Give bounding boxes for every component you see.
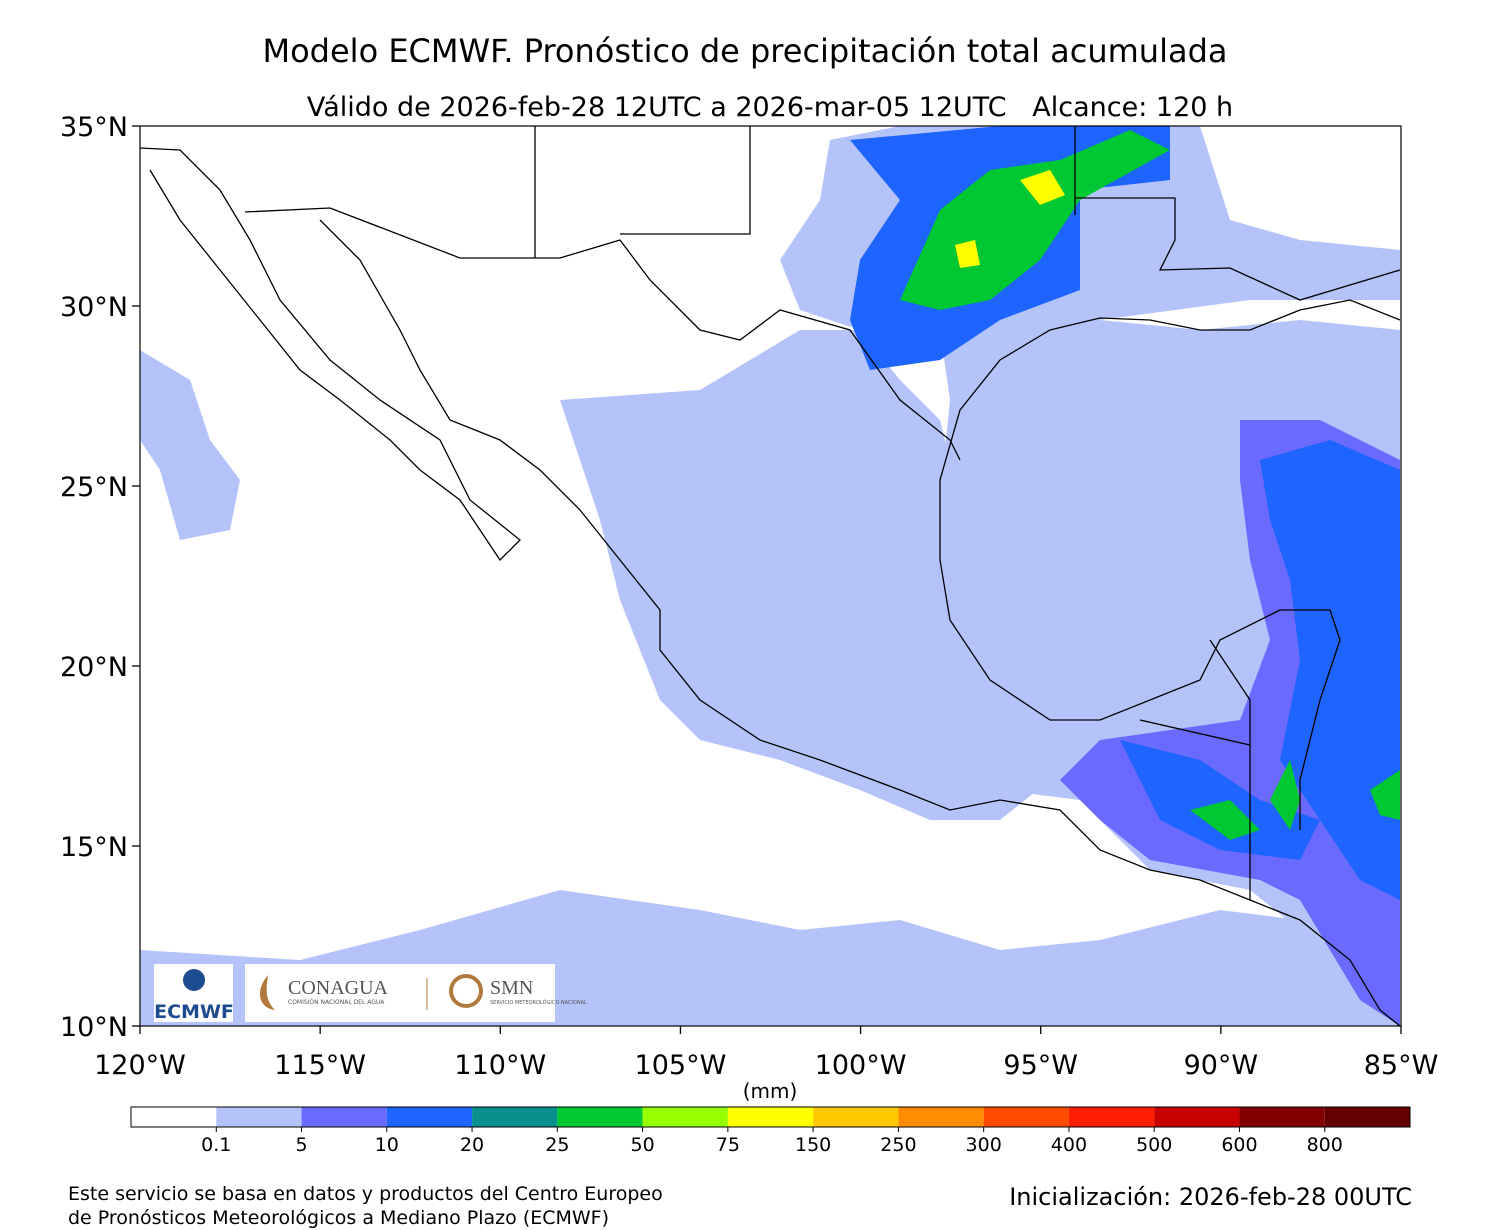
subtitle: Válido de 2026-feb-28 12UTC a 2026-mar-0… <box>307 92 1233 123</box>
precip-light <box>140 350 240 540</box>
colorbar-box <box>727 1107 814 1127</box>
logo-icon <box>259 975 275 1010</box>
colorbar-box <box>131 1107 217 1127</box>
logo-text: ECMWF <box>154 1001 234 1023</box>
colorbar-box <box>813 1107 899 1127</box>
footer-note: Este servicio se basa en datos y product… <box>68 1183 663 1205</box>
colorbar-box <box>1068 1107 1155 1127</box>
colorbar-tick-label: 800 <box>1307 1134 1343 1156</box>
logo-subtext: SERVICIO METEOROLÓGICO NACIONAL <box>490 999 587 1006</box>
colorbar-tick-label: 500 <box>1136 1134 1172 1156</box>
colorbar-tick-label: 25 <box>545 1134 569 1156</box>
y-tick-label: 30°N <box>60 292 128 323</box>
colorbar-frame <box>130 1106 1411 1128</box>
coastline <box>939 299 1401 830</box>
x-tick-label: 115°W <box>274 1050 366 1081</box>
colorbar-box <box>1154 1107 1240 1127</box>
x-tick-label: 120°W <box>94 1050 186 1081</box>
colorbar-box <box>898 1107 984 1127</box>
colorbar-tick-label: 5 <box>295 1134 307 1156</box>
colorbar-tick-label: 0.1 <box>201 1134 231 1156</box>
logo-text: SMN <box>490 977 533 999</box>
logo-box <box>245 964 555 1022</box>
footer-init: Inicialización: 2026-feb-28 00UTC <box>1009 1183 1412 1211</box>
coastline <box>140 147 521 562</box>
border <box>244 126 961 461</box>
coastline <box>319 219 1401 1026</box>
logo-text: CONAGUA <box>288 977 389 999</box>
border <box>1139 639 1251 900</box>
y-tick-label: 25°N <box>60 472 128 503</box>
y-tick-label: 15°N <box>60 832 128 863</box>
colorbar-box <box>1324 1107 1410 1127</box>
colorbar-box <box>983 1107 1069 1127</box>
x-tick-label: 100°W <box>815 1050 907 1081</box>
border <box>620 126 1401 301</box>
colorbar-box <box>642 1107 728 1127</box>
colorbar-box <box>301 1107 387 1127</box>
y-tick-label: 35°N <box>60 112 128 143</box>
precip-field <box>140 126 1400 1026</box>
y-tick-label: 20°N <box>60 652 128 683</box>
logo-panel: ECMWF CONAGUA COMISIÓN NACIONAL DEL AGUA… <box>154 964 587 1023</box>
coastlines <box>140 126 1401 1026</box>
logo-subtext: COMISIÓN NACIONAL DEL AGUA <box>288 999 385 1006</box>
x-tick-label: 95°W <box>1003 1050 1078 1081</box>
colorbar-tick-label: 75 <box>716 1134 740 1156</box>
precip-strong <box>1120 740 1320 860</box>
colorbar-box <box>557 1107 643 1127</box>
precip-yellow <box>955 170 1065 268</box>
colorbar-box <box>472 1107 558 1127</box>
colorbar-unit: (mm) <box>743 1079 798 1103</box>
x-tick-label: 90°W <box>1184 1050 1259 1081</box>
logo-icon <box>183 969 205 991</box>
title: Modelo ECMWF. Pronóstico de precipitació… <box>262 32 1227 70</box>
colorbar-tick-label: 20 <box>460 1134 484 1156</box>
colorbar-box <box>386 1107 473 1127</box>
y-tick-label: 10°N <box>60 1012 128 1043</box>
colorbar-tick-label: 10 <box>375 1134 399 1156</box>
precip-green <box>1190 760 1400 840</box>
colorbar-tick-label: 400 <box>1051 1134 1087 1156</box>
x-tick-label: 105°W <box>635 1050 727 1081</box>
x-tick-label: 110°W <box>454 1050 546 1081</box>
x-tick-label: 85°W <box>1364 1050 1439 1081</box>
colorbar-tick-label: 150 <box>795 1134 831 1156</box>
colorbar-tick-label: 50 <box>631 1134 655 1156</box>
footer-note: de Pronósticos Meteorológicos a Mediano … <box>68 1207 609 1229</box>
colorbar-tick-label: 300 <box>966 1134 1002 1156</box>
colorbar-tick-label: 250 <box>880 1134 916 1156</box>
colorbar-box <box>216 1107 302 1127</box>
colorbar-box <box>1239 1107 1325 1127</box>
logo-icon <box>449 974 483 1008</box>
colorbar-tick-label: 600 <box>1221 1134 1257 1156</box>
precip-light <box>560 330 1050 820</box>
map-frame <box>139 125 1402 1027</box>
